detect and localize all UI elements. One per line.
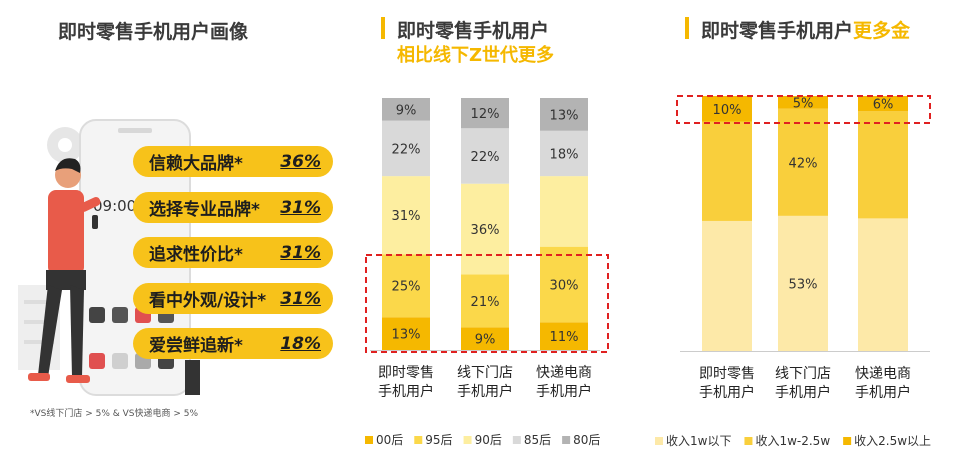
panel1-title: 即时零售手机用户画像 — [58, 21, 249, 43]
category-label: 线下门店 — [775, 366, 831, 382]
data-label: 36% — [471, 223, 500, 238]
bar-segment — [382, 176, 430, 255]
category-label: 手机用户 — [378, 383, 434, 400]
trait-percent: 18% — [280, 333, 321, 354]
chart1-title: 即时零售手机用户 — [397, 20, 550, 42]
data-label: 22% — [392, 142, 421, 157]
phone-time: 09:00 — [93, 197, 136, 215]
trait-pill: 看中外观/设计* 31% — [133, 283, 333, 314]
chart2-title-main: 即时零售手机用户 — [701, 20, 854, 42]
bar-segment — [540, 98, 588, 131]
footnote: *VS线下门店 > 5% & VS快递电商 > 5% — [30, 409, 199, 419]
legend-swatch — [843, 437, 852, 445]
trait-percent: 31% — [280, 197, 321, 218]
bar-segment — [702, 121, 752, 221]
bar-segment — [858, 111, 908, 219]
bar-segment — [858, 218, 908, 351]
category-label: 手机用户 — [699, 384, 755, 401]
category-label: 快递电商 — [536, 365, 592, 381]
bar-segment — [461, 274, 509, 328]
category-label: 手机用户 — [457, 383, 513, 400]
bar-segment — [461, 98, 509, 129]
trait-percent: 31% — [280, 288, 321, 309]
data-label: 5% — [793, 96, 814, 111]
data-label: 10% — [713, 103, 742, 118]
trait-pill: 追求性价比* 31% — [133, 237, 333, 268]
bar-segment — [540, 322, 588, 350]
legend-swatch — [744, 437, 753, 445]
category-label: 即时零售 — [699, 366, 755, 382]
legend-swatch — [365, 436, 373, 444]
bar-segment — [702, 220, 752, 351]
bar-segment — [461, 327, 509, 350]
legend-label: 90后 — [475, 433, 502, 447]
category-label: 线下门店 — [457, 365, 513, 381]
title-accent-bar — [381, 17, 385, 39]
bar-segment — [382, 120, 430, 177]
highlight-box — [365, 254, 609, 353]
legend-label: 80后 — [573, 433, 600, 447]
trait-percent: 31% — [280, 242, 321, 263]
bar-segment — [461, 128, 509, 184]
trait-label: 选择专业品牌* — [149, 200, 260, 220]
data-label: 13% — [392, 328, 421, 343]
bar-segment — [540, 176, 588, 247]
data-label: 25% — [392, 280, 421, 295]
trait-label: 信赖大品牌* — [149, 154, 243, 174]
bar-segment — [461, 183, 509, 275]
data-label: 6% — [873, 98, 894, 113]
data-label: 53% — [789, 277, 818, 292]
data-label: 31% — [392, 209, 421, 224]
legend-label: 收入1w以下 — [666, 434, 731, 448]
bar-segment — [778, 96, 828, 109]
bar-segment — [540, 246, 588, 323]
trait-label: 追求性价比* — [149, 245, 243, 265]
category-label: 手机用户 — [775, 384, 831, 401]
legend-swatch — [463, 436, 472, 444]
data-label: 11% — [550, 330, 579, 345]
data-label: 30% — [550, 278, 579, 293]
legend-label: 85后 — [524, 433, 551, 447]
trait-pill: 信赖大品牌* 36% — [133, 146, 333, 177]
trait-percent: 36% — [280, 151, 321, 172]
legend-swatch — [512, 436, 521, 444]
legend-swatch — [562, 436, 571, 444]
bar-segment — [702, 96, 752, 122]
data-label: 9% — [475, 333, 496, 348]
trait-label: 爱尝鲜追新* — [149, 336, 243, 356]
category-label: 即时零售 — [378, 365, 434, 381]
trait-label: 看中外观/设计* — [149, 291, 267, 311]
bar-segment — [858, 96, 908, 112]
data-label: 18% — [550, 147, 579, 162]
data-label: 12% — [471, 107, 500, 122]
data-label: 21% — [471, 295, 500, 310]
data-label: 22% — [471, 150, 500, 165]
bar-segment — [778, 108, 828, 216]
category-label: 手机用户 — [855, 384, 911, 401]
bar-segment — [382, 254, 430, 318]
legend-label: 00后 — [376, 433, 403, 447]
chart2-title: 即时零售手机用户更多金 — [701, 16, 910, 43]
trait-pill: 爱尝鲜追新* 18% — [133, 328, 333, 359]
bar-segment — [778, 215, 828, 351]
bar-segment — [382, 317, 430, 350]
category-label: 快递电商 — [855, 366, 911, 382]
chart2-title-highlight: 更多金 — [853, 20, 911, 42]
title-accent-bar — [685, 17, 689, 39]
chart1-svg: 13% 25% 31% 22% 9% 即时零售手机用户 9% 21% 36% 22% 12% 线下门店… — [365, 98, 609, 447]
legend-label: 95后 — [425, 433, 452, 447]
bar-segment — [382, 98, 430, 121]
data-label: 9% — [396, 103, 417, 118]
legend-swatch — [414, 436, 423, 444]
category-label: 手机用户 — [536, 383, 592, 400]
legend-label: 收入1w-2.5w — [755, 434, 830, 448]
data-label: 13% — [550, 108, 579, 123]
legend-swatch — [655, 437, 663, 445]
legend-label: 收入2.5w以上 — [854, 434, 931, 448]
trait-pill: 选择专业品牌* 31% — [133, 192, 333, 223]
chart1-subtitle: 相比线下Z世代更多 — [397, 45, 555, 66]
bar-segment — [540, 130, 588, 177]
data-label: 42% — [789, 156, 818, 171]
